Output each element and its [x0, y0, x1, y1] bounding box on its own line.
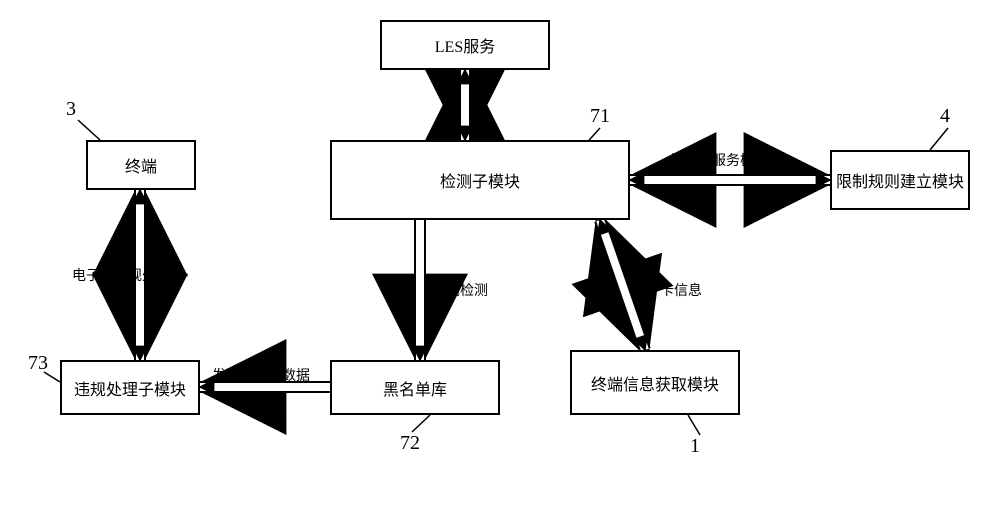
box-infoget-label: 终端信息获取模块: [591, 371, 719, 395]
box-blacklist-label: 黑名单库: [383, 376, 447, 400]
box-violation: 违规处理子模块: [60, 360, 200, 415]
id-violation: 73: [28, 352, 48, 375]
box-violation-label: 违规处理子模块: [74, 376, 186, 400]
box-detect-label: 检测子模块: [440, 168, 520, 192]
edge-label-detect-limit: 地区及服务检测: [670, 150, 768, 170]
id-infoget: 1: [690, 435, 700, 458]
id-detect: 71: [590, 105, 610, 128]
box-infoget: 终端信息获取模块: [570, 350, 740, 415]
box-limit: 限制规则建立模块: [830, 150, 970, 210]
box-les: LES服务: [380, 20, 550, 70]
box-les-label: LES服务: [435, 33, 495, 57]
id-blacklist: 72: [400, 432, 420, 455]
box-blacklist: 黑名单库: [330, 360, 500, 415]
edge-label-detect-blacklist: 违规检测: [432, 280, 488, 300]
box-detect: 检测子模块: [330, 140, 630, 220]
box-limit-label: 限制规则建立模块: [836, 168, 964, 192]
edge-label-terminal-violation: 电子卡违规处理: [72, 265, 170, 285]
connectors: [0, 0, 1000, 508]
box-terminal-label: 终端: [125, 153, 157, 177]
edge-label-blacklist-violation: 发送黑名单数据: [212, 365, 310, 385]
edge-label-detect-infoget: 电子卡信息: [632, 280, 702, 300]
id-terminal: 3: [66, 98, 76, 121]
id-limit: 4: [940, 105, 950, 128]
box-terminal: 终端: [86, 140, 196, 190]
